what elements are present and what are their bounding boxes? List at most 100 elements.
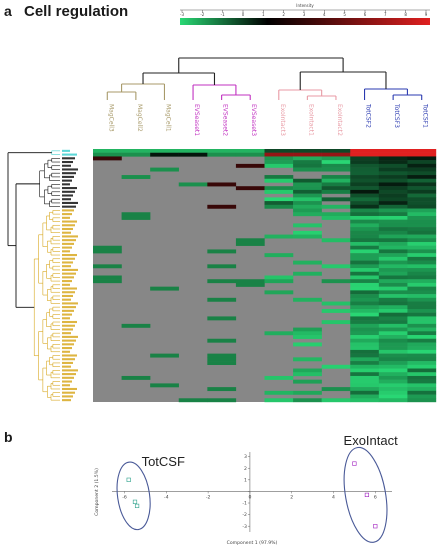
heatmap-cell [407,152,437,157]
heatmap-cell [350,223,380,228]
row-label [62,265,71,268]
row-label [62,280,72,283]
heatmap-cell [350,312,380,317]
heatmap-cell [407,234,437,239]
heatmap-cell [350,256,380,261]
colorbar-tick-label: -1 [221,12,225,17]
heatmap-cell [321,238,351,243]
heatmap-cell [293,201,322,206]
heatmap-cell [407,390,437,395]
heatmap-cell [407,242,437,246]
heatmap-cell [378,327,408,332]
heatmap-cell [407,364,437,369]
heatmap-cell [350,197,380,202]
heatmap-cell [378,290,408,295]
row-label [62,354,77,357]
heatmap-cell [207,387,237,392]
colorbar-label: Intensity [296,3,314,8]
heatmap-cell [235,149,265,153]
heatmap-cell [321,212,351,217]
heatmap-cell [207,204,237,209]
row-label [62,168,78,171]
heatmap-cell [407,186,437,191]
heatmap-cell [293,223,322,228]
heatmap-cell [350,178,380,183]
heatmap-cell [378,215,408,220]
row-label [62,332,71,335]
row-label [62,216,70,219]
x-tick-label: 0 [248,494,251,500]
heatmap-cell [378,234,408,239]
heatmap-cell [378,305,408,310]
heatmap-cell [407,286,437,291]
heatmap-cell [321,398,351,403]
heatmap-cell [350,361,380,365]
y-axis-label: Component 2 (1.5%) [94,468,100,516]
heatmap-cell [321,320,351,325]
heatmap-cell [407,175,437,179]
heatmap-cell [378,253,408,258]
row-label [62,198,71,201]
heatmap-cell [407,182,437,187]
heatmap-cell [321,186,351,191]
heatmap-cell [264,279,294,284]
heatmap-cell [350,297,380,302]
pca-point [352,461,357,466]
heatmap-cell [407,271,437,276]
heatmap-cell [378,193,408,198]
heatmap-cell [264,390,294,395]
row-label [62,183,70,186]
x-axis-label: Component 1 (97.9%) [227,540,278,546]
row-label [62,302,78,305]
heatmap-cell [350,286,380,291]
row-label [62,175,74,178]
heatmap-cell [207,182,237,187]
heatmap-cell [293,156,322,161]
heatmap-cell [150,167,179,172]
heatmap-cell [264,201,294,206]
heatmap-cell [378,197,408,202]
group-label: TotCSF [142,454,185,469]
heatmap-cell [378,160,408,165]
heatmap-cell [350,253,380,258]
heatmap-cell [207,149,237,153]
heatmap-cell [207,279,237,284]
row-label [62,376,74,379]
heatmap-cell [121,149,151,153]
heatmap-cell [350,238,380,243]
row-label [62,213,72,216]
heatmap-cell [350,394,380,399]
pca-point [373,524,378,529]
heatmap-cell [93,245,122,250]
heatmap-cell [321,215,351,220]
colorbar-tick-label: 3 [303,12,306,17]
heatmap-cell [350,234,380,239]
heatmap-cell [407,208,437,213]
row-label [62,272,76,275]
column-label: ExoIntact1 [307,104,314,136]
heatmap-cell [407,379,437,384]
heatmap-cell [264,234,294,239]
row-label [62,172,76,175]
heatmap-cell [407,323,437,328]
row-label [62,361,73,364]
heatmap-cell [407,331,437,336]
heatmap-cell [407,394,437,399]
heatmap-cell [350,282,380,287]
heatmap-cell [207,264,237,269]
heatmap-cell [378,331,408,336]
column-dendrogram [106,57,423,100]
heatmap-cell [235,152,265,157]
heatmap-cell [293,335,322,339]
heatmap-cell [350,193,380,198]
heatmap-cell [350,271,380,276]
row-label [62,347,72,350]
heatmap-cell [407,320,437,325]
heatmap-cell [207,338,237,343]
heatmap-cell [93,275,122,280]
heatmap-cell [121,152,151,157]
heatmap-cell [178,152,208,157]
row-label [62,205,76,208]
row-label [62,313,72,316]
heatmap-cell [93,279,122,284]
